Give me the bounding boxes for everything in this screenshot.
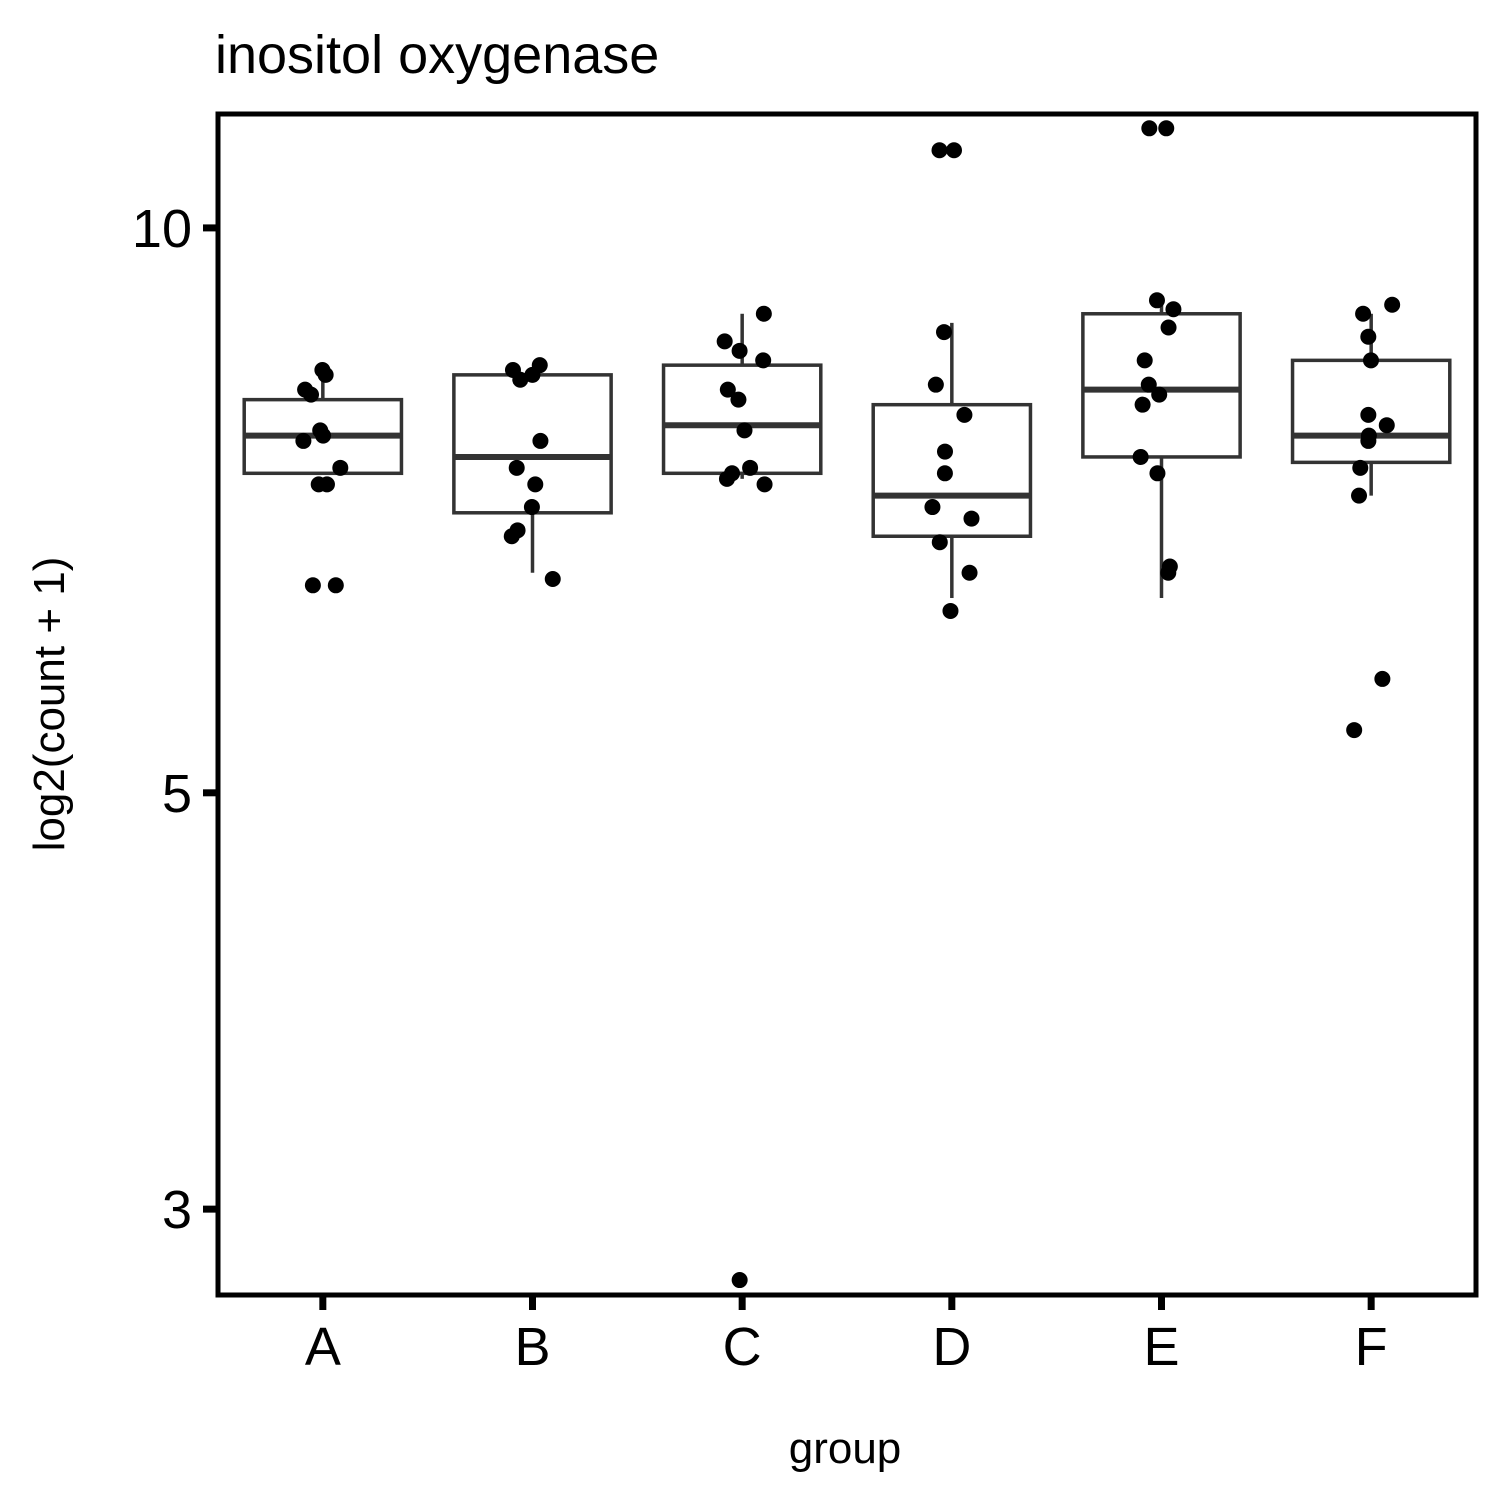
data-point-D-8 xyxy=(963,510,980,527)
y-tick-label-10: 10 xyxy=(132,199,192,259)
data-point-E-0 xyxy=(1141,120,1158,137)
axes: 3 5 10 A B C D E F xyxy=(132,199,1388,1377)
x-tick-label-C: C xyxy=(723,1317,762,1377)
data-point-E-5 xyxy=(1136,352,1153,369)
data-point-D-11 xyxy=(942,602,959,619)
panel-border xyxy=(215,111,1479,1298)
x-tick-label-D: D xyxy=(932,1317,971,1377)
box-group-A xyxy=(242,370,404,476)
data-point-A-1 xyxy=(317,366,334,383)
data-point-C-3 xyxy=(755,352,772,369)
data-point-B-7 xyxy=(523,499,540,516)
data-point-A-3 xyxy=(303,386,320,403)
data-point-C-4 xyxy=(719,381,736,398)
data-point-C-11 xyxy=(731,1272,748,1289)
data-point-C-6 xyxy=(736,422,753,439)
box-group-E xyxy=(1081,295,1242,599)
y-axis-title: log2(count + 1) xyxy=(25,557,74,852)
data-point-D-5 xyxy=(936,443,953,460)
data-point-B-6 xyxy=(527,476,544,493)
data-point-B-9 xyxy=(503,528,520,545)
data-point-F-9 xyxy=(1351,487,1368,504)
data-point-F-4 xyxy=(1360,406,1377,423)
data-point-C-5 xyxy=(730,391,747,408)
data-point-F-8 xyxy=(1352,459,1369,476)
data-point-C-1 xyxy=(716,333,733,350)
data-point-D-2 xyxy=(936,324,953,341)
box-E xyxy=(1081,312,1242,459)
data-point-E-7 xyxy=(1151,386,1168,403)
plot-area xyxy=(242,120,1452,1289)
data-point-B-3 xyxy=(512,371,529,388)
data-point-F-1 xyxy=(1355,305,1372,322)
data-point-D-3 xyxy=(927,376,944,393)
x-axis-title: group xyxy=(789,1424,902,1473)
data-point-F-10 xyxy=(1374,670,1391,687)
data-point-F-5 xyxy=(1378,417,1395,434)
data-point-F-3 xyxy=(1362,352,1379,369)
data-point-A-6 xyxy=(295,432,312,449)
x-tick-label-B: B xyxy=(514,1317,550,1377)
x-tick-label-F: F xyxy=(1355,1317,1388,1377)
chart-title: inositol oxygenase xyxy=(215,25,659,85)
data-point-E-8 xyxy=(1134,396,1151,413)
data-point-F-7 xyxy=(1360,432,1377,449)
box-group-C xyxy=(661,313,823,479)
data-point-F-11 xyxy=(1346,722,1363,739)
data-point-F-2 xyxy=(1360,328,1377,345)
data-point-E-3 xyxy=(1165,301,1182,318)
data-point-D-7 xyxy=(924,499,941,516)
data-point-E-4 xyxy=(1160,319,1177,336)
data-point-B-10 xyxy=(544,570,561,587)
data-point-C-7 xyxy=(742,459,759,476)
data-point-A-10 xyxy=(304,577,321,594)
data-point-E-6 xyxy=(1140,376,1157,393)
data-point-A-7 xyxy=(332,459,349,476)
data-point-E-9 xyxy=(1132,448,1149,465)
data-point-A-11 xyxy=(327,577,344,594)
data-point-C-0 xyxy=(755,305,772,322)
data-point-E-12 xyxy=(1160,564,1177,581)
y-tick-label-3: 3 xyxy=(162,1180,192,1240)
data-point-E-10 xyxy=(1149,465,1166,482)
data-point-A-5 xyxy=(315,427,332,444)
data-point-B-4 xyxy=(532,432,549,449)
box-group-B xyxy=(452,370,613,573)
data-point-B-2 xyxy=(524,366,541,383)
data-point-C-9 xyxy=(718,470,735,487)
data-point-A-9 xyxy=(310,476,327,493)
box-B xyxy=(452,373,613,515)
data-point-D-0 xyxy=(931,142,948,159)
x-tick-label-A: A xyxy=(305,1317,341,1377)
data-point-C-2 xyxy=(731,342,748,359)
data-point-D-4 xyxy=(956,406,973,423)
data-point-D-10 xyxy=(961,564,978,581)
x-tick-label-E: E xyxy=(1143,1317,1179,1377)
data-point-C-10 xyxy=(756,476,773,493)
data-point-D-1 xyxy=(946,142,963,159)
data-point-E-1 xyxy=(1158,120,1175,137)
box-C xyxy=(661,363,823,476)
y-tick-label-5: 5 xyxy=(162,764,192,824)
data-point-B-5 xyxy=(508,459,525,476)
data-point-D-6 xyxy=(936,465,953,482)
data-point-F-0 xyxy=(1384,296,1401,313)
box-group-D xyxy=(871,322,1033,599)
data-point-D-9 xyxy=(931,534,948,551)
data-point-E-2 xyxy=(1148,292,1165,309)
